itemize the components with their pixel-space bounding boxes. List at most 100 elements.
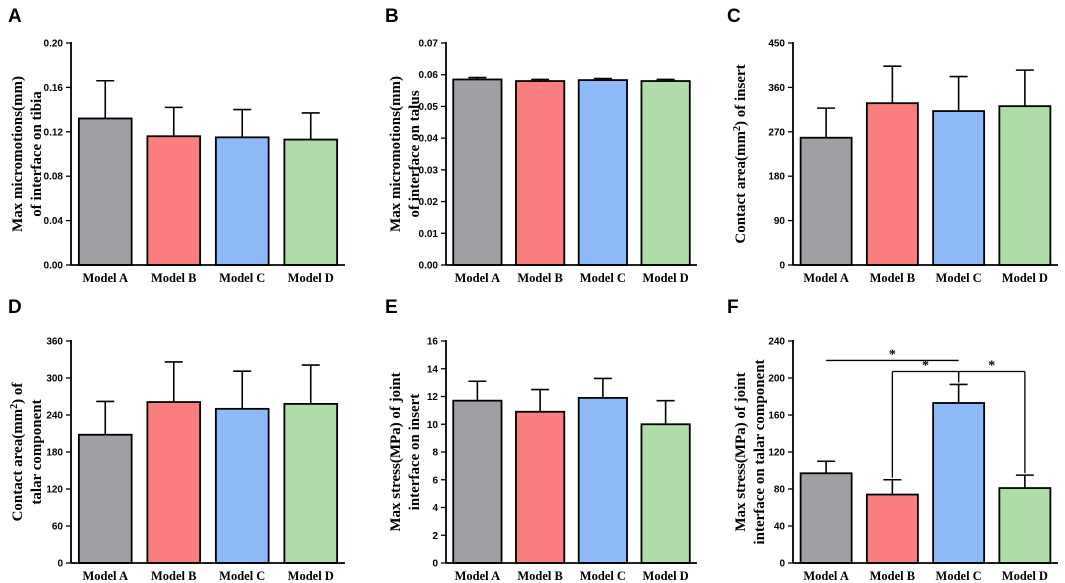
panel-a-ytick-label-0: 0.00 [44, 261, 64, 272]
panel-e-bar-model-c [577, 396, 628, 564]
panel-a-letter: A [8, 6, 22, 27]
panel-f-ytick-label-3: 120 [768, 448, 785, 459]
panel-a-xlabel-model-a: Model A [83, 271, 128, 285]
panel-b-xlabel-model-a: Model A [455, 271, 500, 285]
panel-c-bar-model-a [799, 136, 853, 266]
panel-f-bar-model-b [865, 493, 919, 564]
panel-d-ytick-label-4: 240 [46, 411, 63, 422]
panel-d-ytick-label-2: 120 [46, 485, 63, 496]
panel-e-ytick-label-2: 4 [432, 503, 438, 514]
panel-c-letter: C [727, 6, 741, 27]
panel-e-ytick-label-8: 16 [427, 337, 439, 348]
panel-e-ytick-label-4: 8 [432, 448, 438, 459]
panel-e-xlabel-model-d: Model D [643, 569, 689, 583]
panel-f-ytick-label-6: 240 [768, 337, 785, 348]
panel-a-xlabel-model-d: Model D [288, 271, 334, 285]
panel-d-ytick-label-5: 300 [46, 374, 63, 385]
panel-b-bar-model-c [577, 79, 628, 266]
panel-c-ytick-label-4: 360 [768, 83, 785, 94]
panel-e-xlabel-model-a: Model A [455, 569, 500, 583]
panel-a-ytick-label-1: 0.04 [44, 216, 64, 227]
panel-d-bar-model-d [283, 402, 339, 564]
panel-e-bar-model-d [640, 423, 691, 564]
panel-b-xlabel-model-d: Model D [643, 271, 689, 285]
panel-a-ytick-label-2: 0.08 [44, 172, 64, 183]
panel-f-ytick-label-0: 0 [779, 559, 785, 570]
panel-b-ytick-label-7: 0.07 [419, 39, 439, 50]
panel-f-xlabel-model-c: Model C [936, 569, 982, 583]
panel-c-bar-model-c [932, 110, 986, 266]
panel-d-ytick-label-0: 0 [57, 559, 63, 570]
panel-b-xlabel-model-c: Model C [580, 271, 626, 285]
panel-f-sig-label-2: * [988, 359, 995, 374]
panel-b-ylabel-line-2: of interface on talus [407, 90, 423, 217]
panel-e-ytick-label-7: 14 [427, 364, 439, 375]
panel-f-ylabel-line-1: Max stress(MPa) of joint [733, 372, 749, 531]
panel-e-letter: E [385, 297, 398, 318]
panel-e-ytick-label-6: 12 [427, 392, 439, 403]
panel-e-ytick-label-0: 0 [432, 559, 438, 570]
panel-d-letter: D [8, 297, 22, 318]
panel-b-bar-model-a [452, 78, 503, 266]
panel-f-bar-model-c [932, 402, 986, 564]
panel-b-ytick-label-0: 0.00 [419, 261, 439, 272]
panel-f-ylabel-line-2: interface on talar component [752, 359, 768, 544]
panel-f-letter: F [727, 297, 739, 318]
panel-f-ytick-label-4: 160 [768, 411, 785, 422]
panel-f-xlabel-model-b: Model B [870, 569, 915, 583]
panel-d-ylabel-line-2: talar component [29, 399, 45, 504]
panel-c-ytick-label-0: 0 [779, 261, 785, 272]
panel-e-bar-model-a [452, 399, 503, 564]
panel-b-ytick-label-4: 0.04 [419, 134, 439, 145]
panel-c-xlabel-model-b: Model B [870, 271, 915, 285]
panel-b-ytick-label-5: 0.05 [419, 102, 439, 113]
panel-b-xlabel-model-b: Model B [517, 271, 562, 285]
panel-f-ytick-label-1: 40 [774, 522, 786, 533]
panel-a-xlabel-model-b: Model B [151, 271, 196, 285]
panel-b-ylabel-line-1: Max micromotions(mm) [388, 76, 404, 232]
panel-c-xlabel-model-a: Model A [803, 271, 848, 285]
panel-c-bar-model-d [998, 105, 1052, 266]
panel-f-ytick-label-2: 80 [774, 485, 786, 496]
panel-d-xlabel-model-c: Model C [219, 569, 265, 583]
panel-b-ytick-label-2: 0.02 [419, 197, 439, 208]
panel-c-bar-model-b [865, 102, 919, 266]
panel-d-ylabel-line-1: Contact area(mm2) of [9, 382, 27, 522]
panel-b-ytick-label-6: 0.06 [419, 70, 439, 81]
panel-d-xlabel-model-a: Model A [83, 569, 128, 583]
panel-e-xlabel-model-b: Model B [517, 569, 562, 583]
panel-a-ytick-label-5: 0.20 [44, 39, 64, 50]
panel-b-letter: B [385, 6, 399, 27]
panel-c-ytick-label-1: 90 [774, 216, 786, 227]
panel-a-ylabel-line-2: of interface on tibia [29, 91, 45, 217]
panel-f-xlabel-model-d: Model D [1002, 569, 1048, 583]
panel-a-xlabel-model-c: Model C [219, 271, 265, 285]
panel-c-xlabel-model-c: Model C [936, 271, 982, 285]
panel-d-bar-model-b [146, 401, 202, 564]
panel-e-ytick-label-1: 2 [432, 531, 438, 542]
panel-e-ylabel-line-1: Max stress(MPa) of joint [388, 372, 404, 531]
panel-d-xlabel-model-b: Model B [151, 569, 196, 583]
panel-d-xlabel-model-d: Model D [288, 569, 334, 583]
panel-d-ytick-label-6: 360 [46, 337, 63, 348]
panel-a-ylabel-line-1: Max micromotions(mm) [10, 76, 26, 232]
panel-c-ytick-label-2: 180 [768, 172, 785, 183]
panel-f-sig-label-1: * [922, 359, 929, 374]
panel-a-ytick-label-4: 0.16 [44, 83, 64, 94]
panel-b-ytick-label-3: 0.03 [419, 165, 439, 176]
panel-c-ylabel-line-1: Contact area(mm2) of insert [732, 64, 750, 243]
panel-e-ytick-label-3: 6 [432, 475, 438, 486]
panel-a-bar-model-d [283, 138, 339, 266]
panel-b-bar-model-b [515, 80, 566, 266]
panel-c-ytick-label-3: 270 [768, 127, 785, 138]
panel-b-bar-model-d [640, 80, 691, 266]
panel-c-ytick-label-5: 450 [768, 39, 785, 50]
panel-f-sig-label-0: * [889, 347, 896, 362]
panel-b-ytick-label-1: 0.01 [419, 229, 439, 240]
panel-d-ytick-label-1: 60 [52, 522, 64, 533]
panel-d-bar-model-a [77, 433, 133, 564]
panel-f-bar-model-a [799, 472, 853, 564]
panel-e-xlabel-model-c: Model C [580, 569, 626, 583]
panel-a-bar-model-c [214, 136, 270, 266]
